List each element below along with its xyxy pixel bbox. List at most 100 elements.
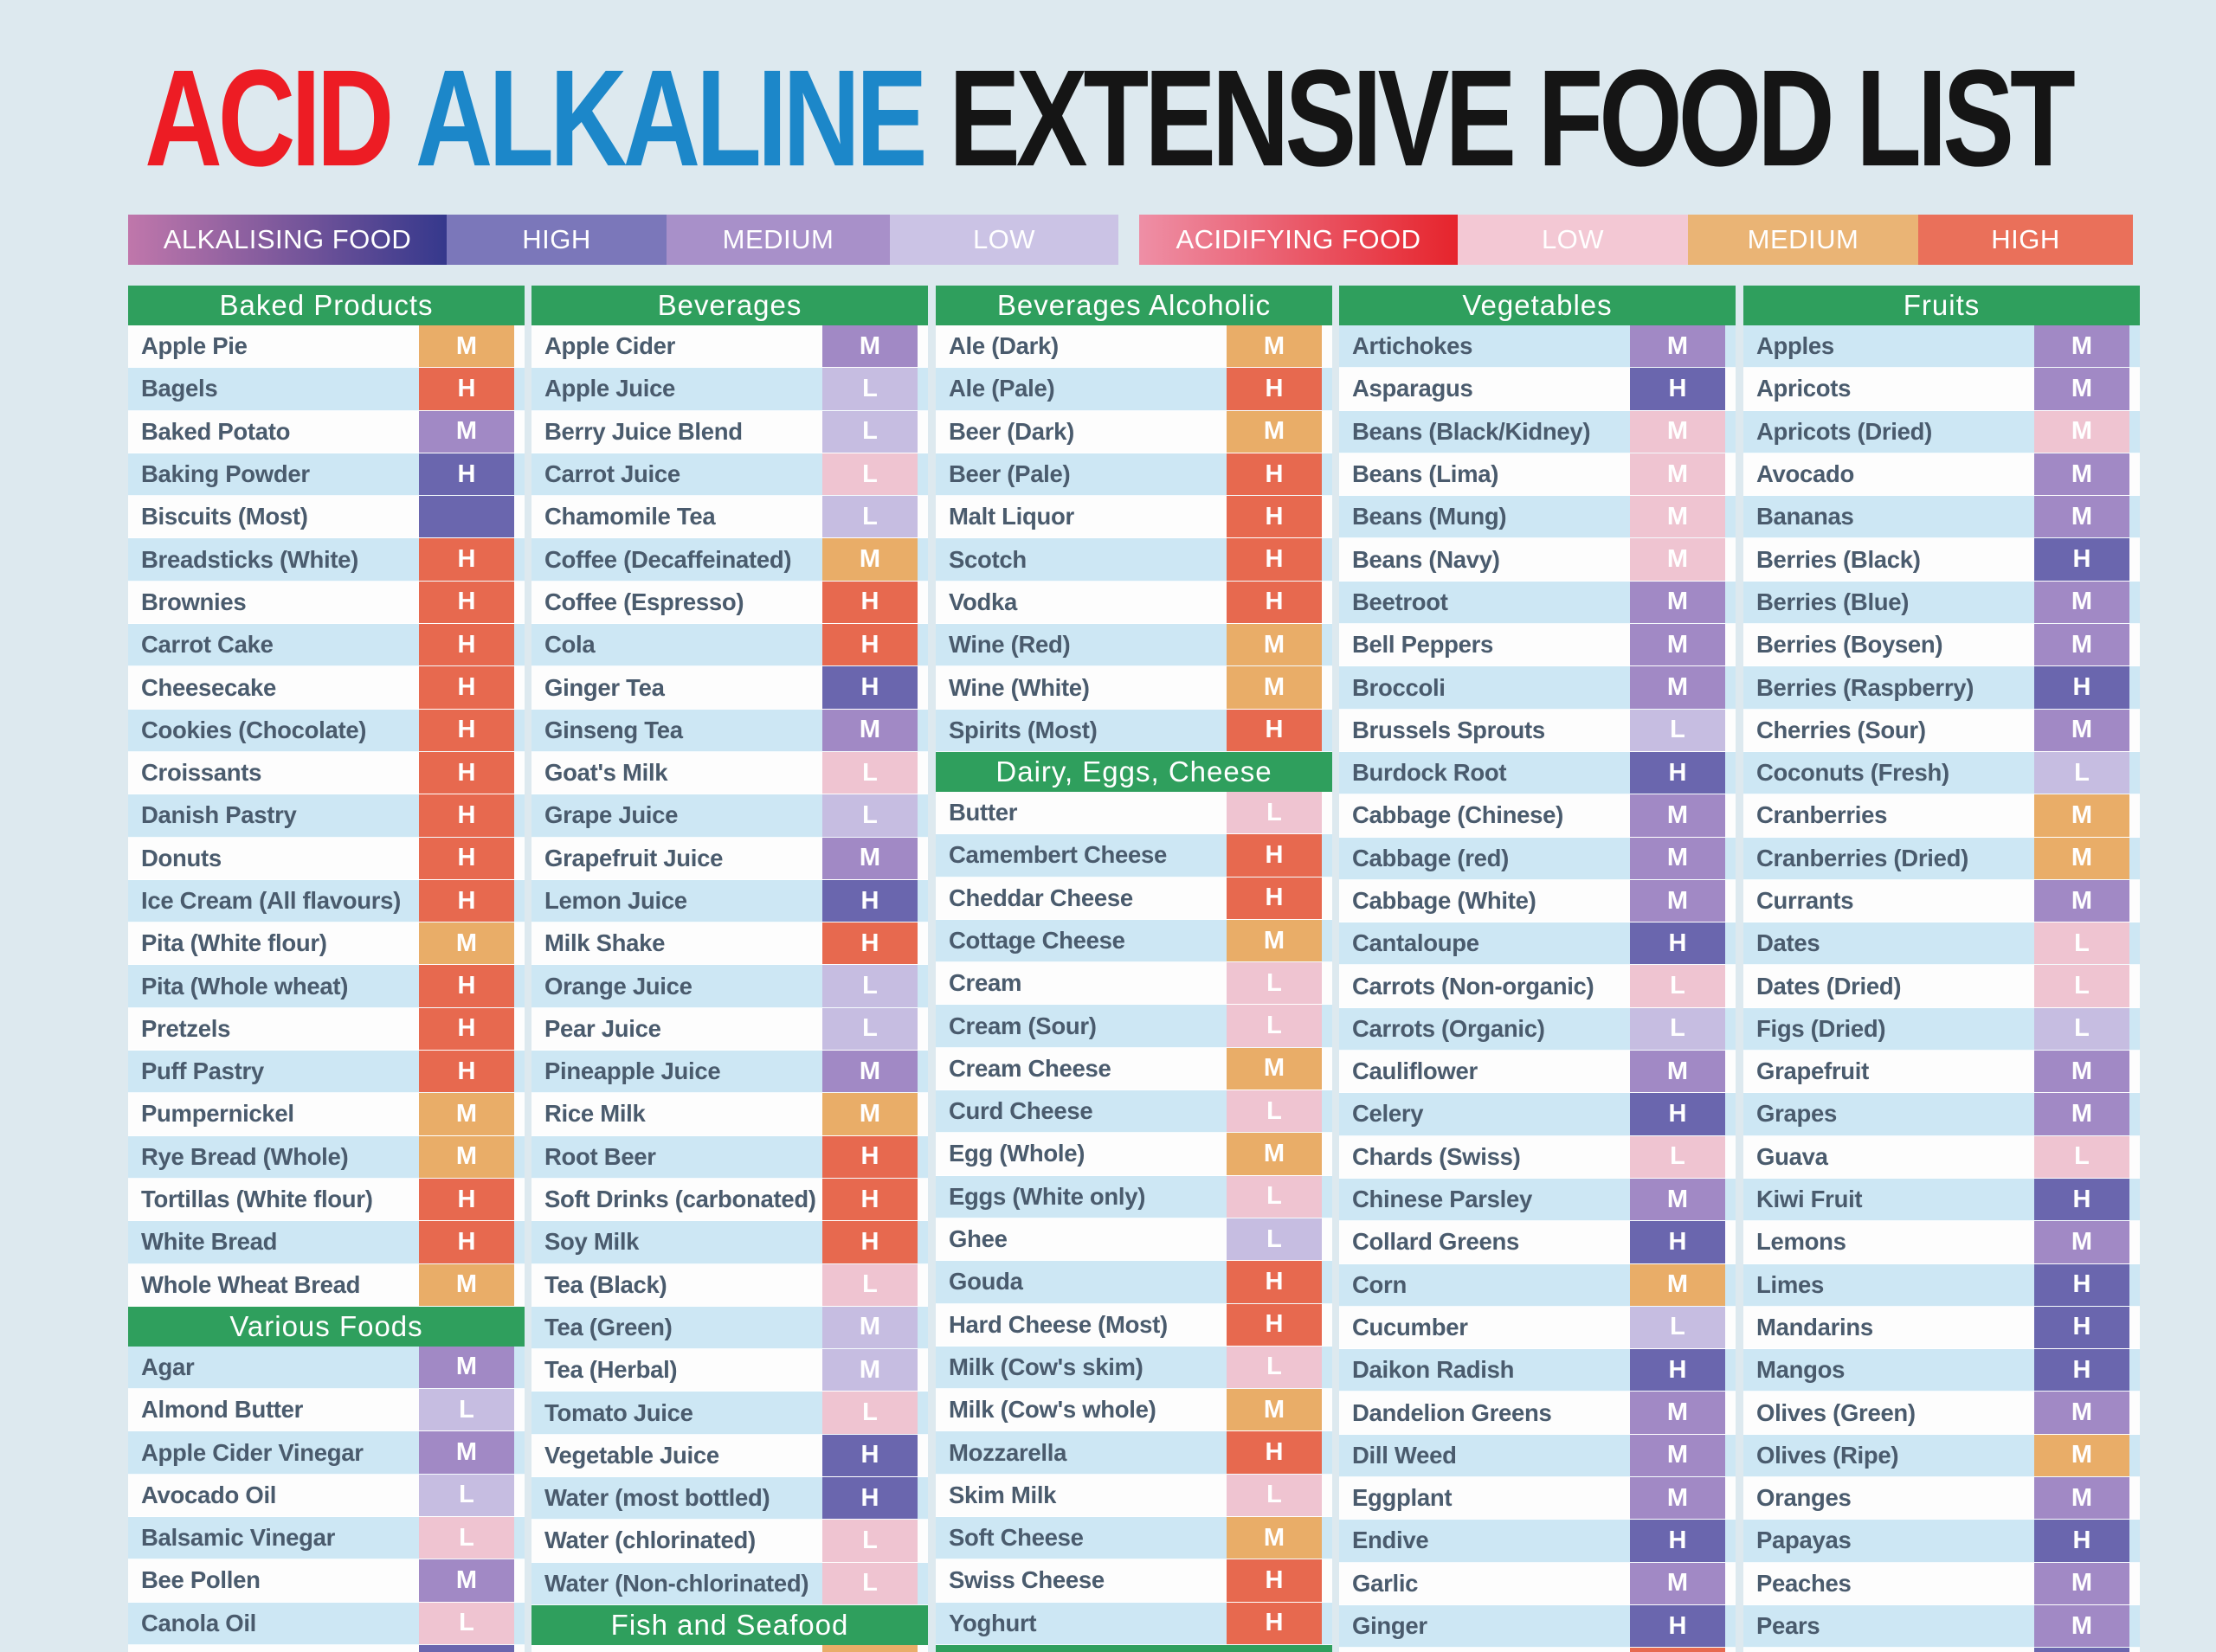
food-level-badge: L <box>822 1562 918 1604</box>
food-row: Papayas H <box>1743 1520 2140 1563</box>
food-name: Whole Wheat Bread <box>141 1270 361 1298</box>
food-row: Endive H <box>1339 1520 1736 1563</box>
food-level-badge: L <box>822 1263 918 1306</box>
section-header: Dairy, Eggs, Cheese <box>936 751 1332 792</box>
food-level-badge: H <box>1630 1604 1725 1648</box>
food-name: Beans (Navy) <box>1352 545 1500 573</box>
legend-segment-low-3: LOW <box>890 215 1118 265</box>
food-name: Apricots (Dried) <box>1756 417 1932 445</box>
food-level-badge: H <box>419 666 514 709</box>
food-row: Camembert Cheese H <box>936 834 1332 877</box>
food-level-badge: M <box>2034 410 2129 453</box>
food-name: Ghee <box>949 1225 1008 1253</box>
food-level-badge: L <box>822 1007 918 1051</box>
food-row: Eggplant M <box>1339 1477 1736 1520</box>
food-name: Butter <box>949 799 1018 826</box>
food-row: Apple Cider Vinegar M <box>128 1431 525 1475</box>
food-row: Puff Pastry H <box>128 1051 525 1094</box>
page-title: ACID ALKALINE EXTENSIVE FOOD LIST <box>0 50 2216 188</box>
food-level-badge: M <box>2034 1221 2129 1263</box>
food-level-badge: M <box>1630 410 1725 453</box>
food-level-badge: L <box>822 368 918 410</box>
food-level-badge: M <box>1227 1517 1322 1559</box>
food-level-badge: M <box>822 709 918 751</box>
food-row: Egg (Whole) M <box>936 1133 1332 1176</box>
food-row: Breadsticks (White) H <box>128 538 525 582</box>
food-row: Ghee L <box>936 1218 1332 1262</box>
food-level-badge: H <box>2034 1178 2129 1221</box>
food-row: Burdock Root H <box>1339 751 1736 795</box>
food-level-badge: L <box>1227 1175 1322 1218</box>
food-level-badge: M <box>1630 496 1725 538</box>
legend-segment-medium-2: MEDIUM <box>667 215 890 265</box>
food-name: Berry Juice Blend <box>544 417 743 445</box>
food-row: Guava L <box>1743 1135 2140 1179</box>
food-name: Cranberries (Dried) <box>1756 844 1968 871</box>
food-level-badge <box>2034 1648 2129 1652</box>
food-name: Pear Juice <box>544 1014 661 1042</box>
food-row: Coconuts (Fresh) L <box>1743 751 2140 795</box>
food-level-badge: M <box>1227 624 1322 666</box>
food-level-badge: M <box>419 1559 514 1602</box>
food-name: Root Beer <box>544 1142 656 1170</box>
food-row: Cheesecake H <box>128 666 525 710</box>
food-name: Brownies <box>141 588 247 615</box>
column-1: Beverages Apple Cider M Apple Juice L Berry J… <box>531 286 928 1652</box>
food-level-badge: M <box>2034 837 2129 879</box>
food-level-badge: H <box>1227 368 1322 410</box>
food-name: Mandarins <box>1756 1313 1873 1340</box>
food-name: Bee Pollen <box>141 1566 261 1594</box>
food-level-badge: L <box>1227 1218 1322 1261</box>
food-level-badge: L <box>822 410 918 453</box>
food-name: Grapes <box>1756 1100 1837 1128</box>
food-name: Limes <box>1756 1270 1824 1298</box>
food-row: Berries (Blue) M <box>1743 581 2140 625</box>
food-name: Bananas <box>1756 503 1854 530</box>
food-row: Carrot Juice L <box>531 453 928 497</box>
food-name: Swiss Cheese <box>949 1566 1105 1594</box>
food-name: Grapefruit Juice <box>544 844 724 871</box>
food-level-badge: M <box>419 922 514 965</box>
food-row: Avocado Oil L <box>128 1474 525 1518</box>
food-level-badge: M <box>1630 624 1725 666</box>
food-name: Curd Cheese <box>949 1097 1093 1125</box>
food-level-badge: M <box>1630 666 1725 709</box>
food-level-badge: H <box>1630 922 1725 965</box>
food-name: Figs (Dried) <box>1756 1014 1886 1042</box>
food-row: Pineapple Juice M <box>531 1051 928 1094</box>
food-level-badge: M <box>2034 1051 2129 1093</box>
food-row: Brussels Sprouts L <box>1339 709 1736 752</box>
food-level-badge: H <box>419 453 514 496</box>
food-row: Pita (Whole wheat) H <box>128 965 525 1008</box>
food-name: Apple Cider Vinegar <box>141 1438 364 1466</box>
food-name: Rice Milk <box>544 1100 646 1128</box>
food-name: Guava <box>1756 1142 1828 1170</box>
food-row: Ale (Pale) H <box>936 368 1332 411</box>
food-level-badge: M <box>1630 794 1725 837</box>
food-name: Ice Cream (All flavours) <box>141 887 401 914</box>
food-name: Rye Bread (Whole) <box>141 1142 349 1170</box>
food-row: Grapefruit Juice M <box>531 837 928 880</box>
food-row: Croissants H <box>128 751 525 795</box>
food-row: Cabbage (White) M <box>1339 879 1736 923</box>
food-name: Cola <box>544 631 596 659</box>
food-row: Beans (Mung) M <box>1339 496 1736 539</box>
food-row: Cream Cheese M <box>936 1047 1332 1091</box>
food-row: Cantaloupe H <box>1339 922 1736 966</box>
food-name: Tea (Green) <box>544 1313 673 1340</box>
food-level-badge: M <box>2034 794 2129 837</box>
food-row: Orange Juice L <box>531 965 928 1008</box>
food-level-badge: L <box>822 794 918 837</box>
food-level-badge: H <box>1630 1093 1725 1135</box>
food-row: Bee Pollen M <box>128 1559 525 1603</box>
food-name: Breadsticks (White) <box>141 545 359 573</box>
legend-segment-alkalising-food-0: ALKALISING FOOD <box>128 215 447 265</box>
food-level-badge: L <box>822 496 918 538</box>
food-level-badge: L <box>419 1389 514 1431</box>
food-name: Artichokes <box>1352 332 1473 360</box>
food-level-badge: L <box>1227 962 1322 1005</box>
food-row: Chamomile Tea L <box>531 496 928 539</box>
food-row: Ginger Tea H <box>531 666 928 710</box>
food-level-badge: H <box>1630 368 1725 410</box>
food-row: Carrot Cake H <box>128 624 525 667</box>
